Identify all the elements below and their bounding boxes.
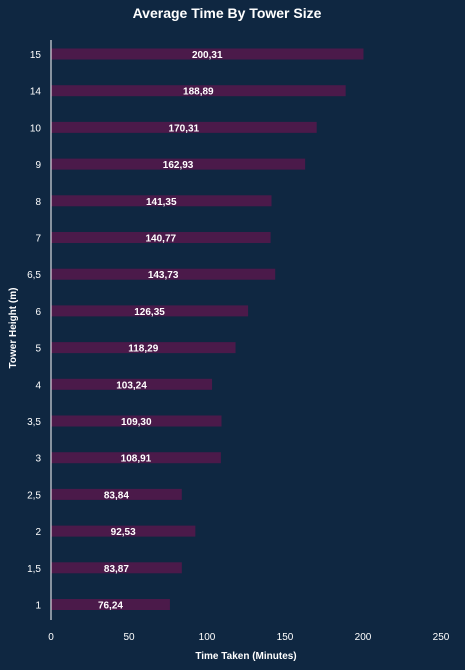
bars-group: 200,31 188,89 170,31 162,93 141,35 140,77 143,… bbox=[51, 48, 364, 612]
bar-value-label: 76,24 bbox=[98, 601, 123, 612]
y-tick-label: 7 bbox=[35, 234, 41, 245]
x-tick-label: 150 bbox=[277, 632, 294, 643]
y-tick-label: 2,5 bbox=[27, 490, 41, 501]
bar-value-label: 188,89 bbox=[183, 87, 214, 98]
x-axis-title: Time Taken (Minutes) bbox=[195, 651, 296, 662]
y-tick-label: 3 bbox=[35, 454, 41, 465]
y-tick-label: 9 bbox=[35, 160, 41, 171]
bar-14 bbox=[51, 85, 346, 97]
x-tick-label: 100 bbox=[199, 632, 216, 643]
bar-6,5 bbox=[51, 268, 276, 280]
bar-6 bbox=[51, 305, 249, 317]
y-tick-label: 15 bbox=[30, 50, 42, 61]
y-tick-label: 10 bbox=[30, 123, 42, 134]
bar-value-label: 143,73 bbox=[148, 270, 179, 281]
bar-2 bbox=[51, 525, 196, 537]
x-tick-labels: 0 50 100 150 200 250 bbox=[48, 632, 450, 643]
y-tick-label: 6 bbox=[35, 307, 41, 318]
bar-3,5 bbox=[51, 415, 222, 427]
chart-title: Average Time By Tower Size bbox=[133, 5, 322, 21]
y-tick-labels: 15 14 10 9 8 7 6,5 6 5 4 3,5 3 2,5 2 1,5 1 bbox=[27, 50, 41, 612]
bar-value-label: 170,31 bbox=[169, 123, 200, 134]
bar-value-label: 103,24 bbox=[116, 380, 147, 391]
y-tick-label: 1 bbox=[35, 601, 41, 612]
y-tick-label: 5 bbox=[35, 344, 41, 355]
bar-2,5 bbox=[51, 488, 182, 500]
bar-value-label: 140,77 bbox=[146, 234, 177, 245]
bar-value-label: 92,53 bbox=[111, 527, 136, 538]
bar-8 bbox=[51, 195, 272, 207]
y-tick-label: 1,5 bbox=[27, 564, 41, 575]
y-tick-label: 6,5 bbox=[27, 270, 41, 281]
y-tick-label: 2 bbox=[35, 527, 41, 538]
y-tick-label: 8 bbox=[35, 197, 41, 208]
bar-value-label: 126,35 bbox=[134, 307, 165, 318]
bar-value-label: 108,91 bbox=[121, 454, 152, 465]
bar-value-label: 83,87 bbox=[104, 564, 129, 575]
bar-4 bbox=[51, 378, 213, 390]
bar-1 bbox=[51, 599, 170, 610]
bar-9 bbox=[51, 158, 306, 170]
y-axis-title: Tower Height (m) bbox=[8, 288, 19, 369]
x-tick-label: 50 bbox=[123, 632, 135, 643]
y-tick-label: 3,5 bbox=[27, 417, 41, 428]
x-tick-label: 0 bbox=[48, 632, 54, 643]
bar-value-label: 162,93 bbox=[163, 160, 194, 171]
bar-10 bbox=[51, 121, 317, 133]
bar-15 bbox=[51, 48, 364, 60]
bar-value-label: 118,29 bbox=[128, 344, 158, 355]
bar-1,5 bbox=[51, 562, 182, 574]
y-tick-label: 14 bbox=[30, 87, 42, 98]
x-tick-label: 250 bbox=[433, 632, 450, 643]
x-tick-label: 200 bbox=[355, 632, 372, 643]
bar-value-label: 200,31 bbox=[192, 50, 223, 61]
bar-5 bbox=[51, 342, 236, 354]
bar-value-label: 141,35 bbox=[146, 197, 177, 208]
bar-value-label: 109,30 bbox=[121, 417, 152, 428]
y-tick-label: 4 bbox=[35, 380, 41, 391]
bar-7 bbox=[51, 232, 271, 243]
bar-3 bbox=[51, 452, 221, 464]
bar-value-label: 83,84 bbox=[104, 490, 129, 501]
